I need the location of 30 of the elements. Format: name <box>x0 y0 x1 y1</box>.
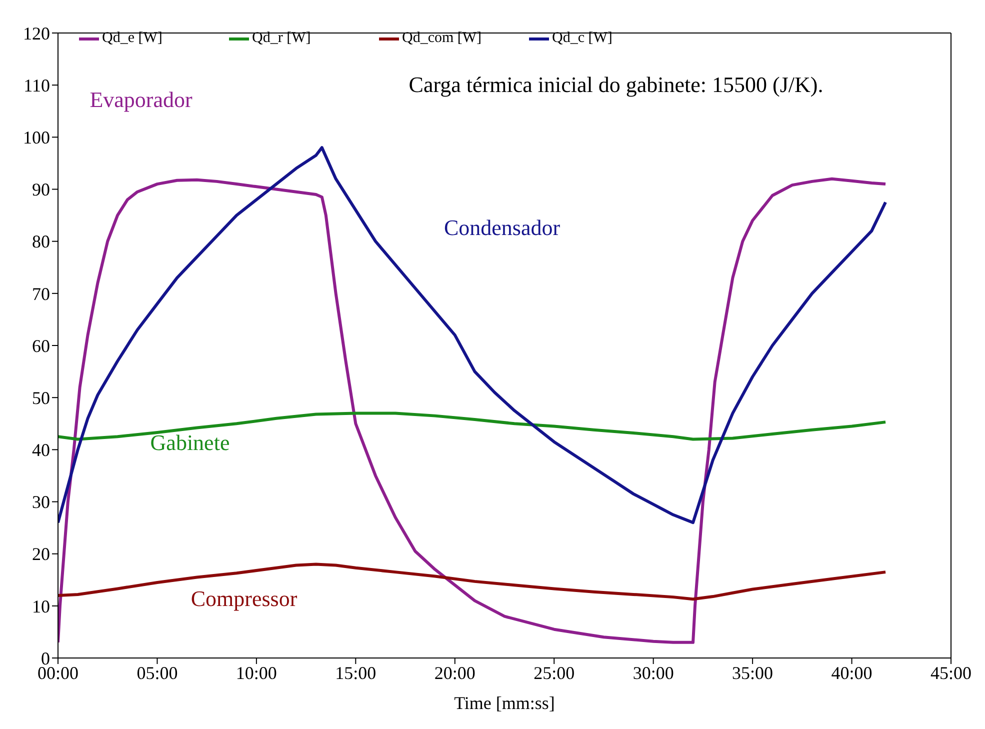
y-tick-label: 80 <box>32 232 50 252</box>
annotation: Compressor <box>190 586 298 612</box>
annotation: Evaporador <box>90 87 192 113</box>
x-tick-label: 05:00 <box>136 662 178 683</box>
x-tick-label: 25:00 <box>534 662 575 683</box>
line-series <box>58 146 888 524</box>
y-tick-label: 40 <box>32 440 50 460</box>
y-tick-label: 30 <box>32 492 50 512</box>
x-tick-label: 15:00 <box>335 662 376 683</box>
x-tick-label: 40:00 <box>831 662 872 683</box>
x-tick-label: 10:00 <box>236 662 277 683</box>
annotation: Carga térmica inicial do gabinete: 15500 (J/K). <box>408 72 824 98</box>
x-tick-label: 45:00 <box>930 662 972 683</box>
y-tick-label: 10 <box>32 596 50 616</box>
annotation: Condensador <box>444 215 560 241</box>
y-tick-label: 0 <box>41 648 50 668</box>
y-tick-label: 60 <box>32 336 50 356</box>
x-axis-title: Time [mm:ss] <box>454 693 555 713</box>
y-tick-label: 110 <box>24 75 50 96</box>
x-tick-label: 35:00 <box>732 662 774 683</box>
y-tick-label: 90 <box>32 180 50 200</box>
y-tick-label: 50 <box>32 388 50 408</box>
line-series <box>58 177 888 644</box>
y-tick-label: 70 <box>32 284 50 304</box>
y-tick-label: 20 <box>32 544 50 564</box>
x-tick-label: 20:00 <box>434 662 476 683</box>
y-tick-label: 100 <box>23 128 50 148</box>
annotation: Gabinete <box>150 430 230 456</box>
y-tick-label: 120 <box>23 23 50 44</box>
x-tick-label: 30:00 <box>632 662 674 683</box>
